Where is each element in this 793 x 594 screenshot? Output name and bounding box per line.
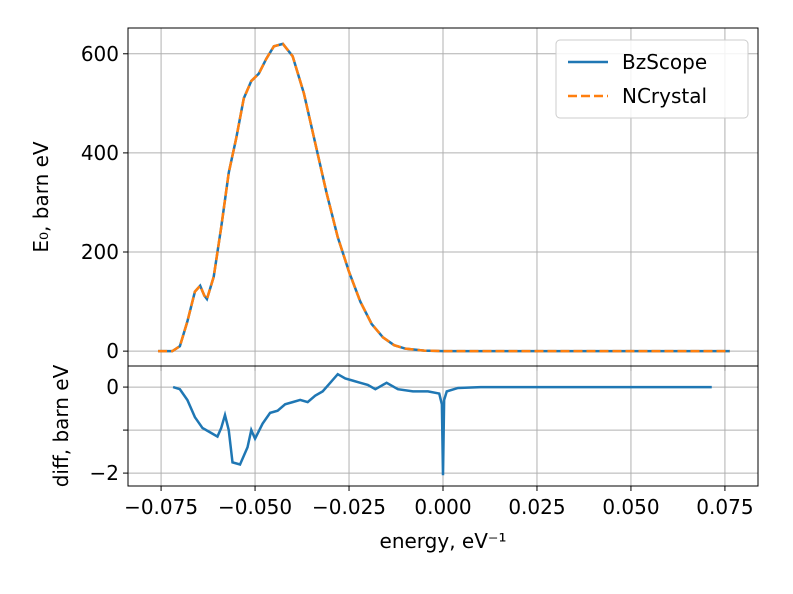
y-tick-label: 0 bbox=[106, 375, 119, 399]
legend-label: BzScope bbox=[622, 50, 707, 74]
axes-frame bbox=[127, 365, 759, 487]
x-tick-label: 0.000 bbox=[414, 495, 471, 519]
y-axis-label: E₀, barn eV bbox=[29, 141, 53, 253]
y-axis-label: diff, barn eV bbox=[49, 364, 73, 487]
legend-box bbox=[555, 39, 749, 119]
y-tick-label: 200 bbox=[81, 240, 119, 264]
series-line bbox=[172, 372, 712, 476]
legend-label: NCrystal bbox=[622, 84, 707, 108]
x-tick-label: −0.050 bbox=[218, 495, 292, 519]
x-tick-label: 0.050 bbox=[602, 495, 659, 519]
y-tick-label: 0 bbox=[106, 339, 119, 363]
y-tick-label: 400 bbox=[81, 141, 119, 165]
x-tick-label: 0.025 bbox=[508, 495, 565, 519]
x-tick-label: −0.075 bbox=[124, 495, 198, 519]
series-line bbox=[158, 42, 730, 353]
y-tick-label: −2 bbox=[90, 461, 119, 485]
x-axis-label: energy, eV⁻¹ bbox=[380, 529, 507, 553]
x-tick-label: 0.075 bbox=[696, 495, 753, 519]
x-tick-label: −0.025 bbox=[312, 495, 386, 519]
y-tick-label: 600 bbox=[81, 42, 119, 66]
